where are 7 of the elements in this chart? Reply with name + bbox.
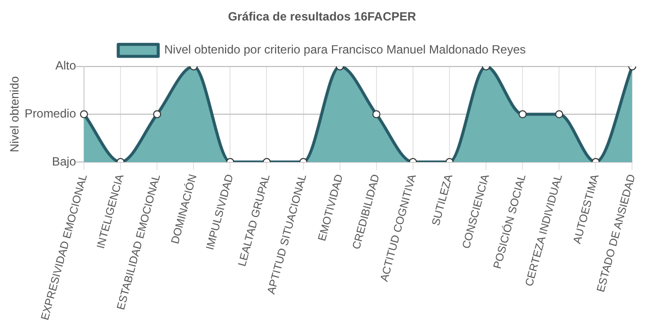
legend-label: Nivel obtenido por criterio para Francisco Manuel Maldonado Reyes	[164, 42, 526, 57]
chart-title: Gráfica de resultados 16FACPER	[228, 10, 416, 24]
x-tick-label: LEALTAD GRUPAL	[236, 173, 273, 268]
text: Alto	[55, 58, 76, 73]
text: Promedio	[24, 106, 76, 121]
text: Bajo	[52, 154, 76, 168]
y-axis-title: Nivel obtenido	[8, 76, 22, 152]
